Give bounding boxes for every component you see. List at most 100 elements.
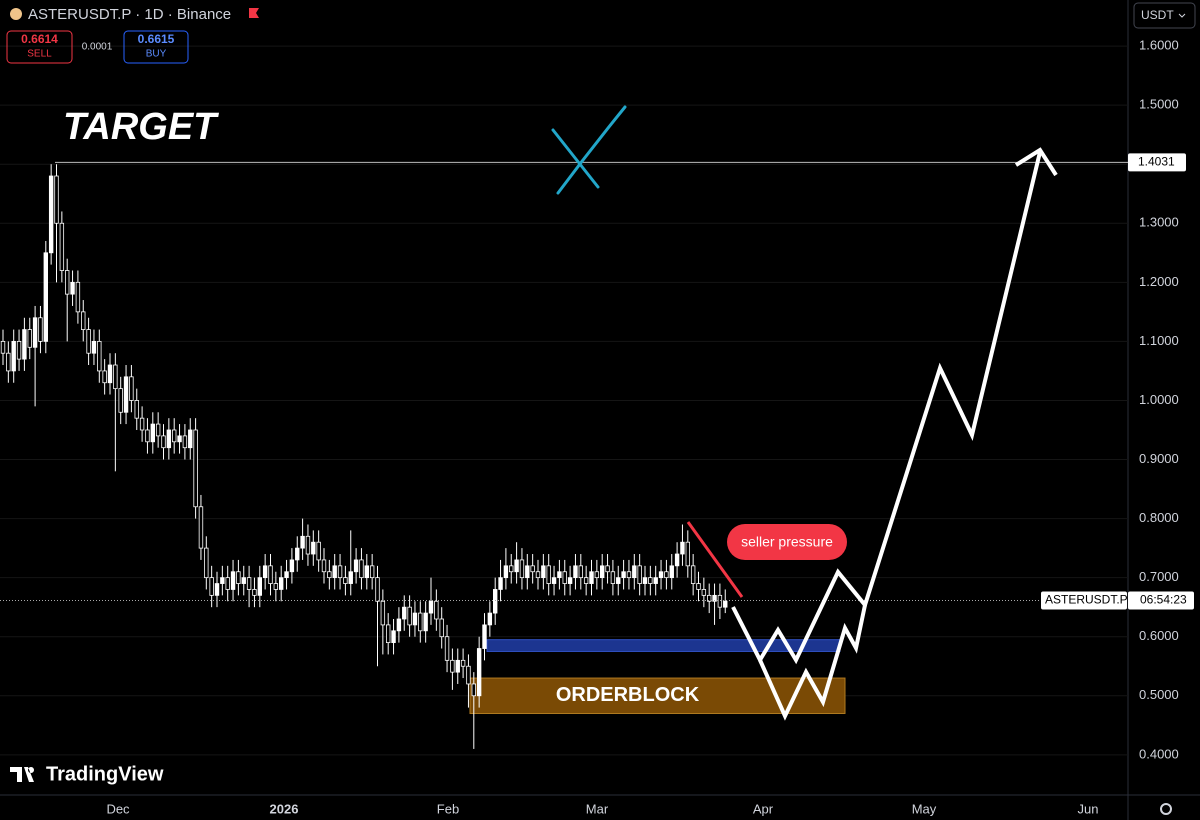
candle-body: [583, 577, 589, 584]
y-tick-label: 0.6000: [1139, 628, 1179, 643]
candle-body: [230, 571, 236, 590]
candle-body: [337, 565, 343, 579]
candle-body: [444, 636, 450, 661]
price-tag-label: 1.4031: [1138, 155, 1175, 169]
candle-body: [562, 571, 567, 584]
x-tick-label: Apr: [753, 801, 774, 816]
x-tick-label: May: [912, 801, 937, 816]
candle-body: [145, 429, 150, 443]
candle-body: [541, 565, 546, 579]
candle-body: [343, 577, 348, 584]
brand-name: TradingView: [46, 763, 164, 785]
candle-body: [375, 577, 380, 602]
candle-body: [610, 571, 616, 584]
symbol-tag-label: ASTERUSDT.P: [1045, 593, 1128, 607]
levels: 1.4031 ASTERUSDT.P 06:54:23: [0, 153, 1194, 610]
y-tick-label: 1.3000: [1139, 215, 1179, 230]
candle-body: [134, 400, 139, 419]
candle-body: [674, 553, 680, 567]
candle-body: [648, 577, 653, 584]
candle-body: [161, 435, 166, 449]
candle-body: [642, 577, 648, 584]
x-tick-label: 2026: [270, 801, 299, 816]
candle-body: [423, 612, 428, 632]
y-tick-label: 0.5000: [1139, 687, 1179, 702]
candle-body: [252, 589, 257, 596]
x-tick-label: Mar: [586, 801, 609, 816]
candle-body: [525, 565, 530, 579]
candle-body: [626, 571, 632, 579]
candle-body: [38, 317, 43, 342]
dropdown-caret: [1178, 13, 1186, 18]
candle-body: [209, 577, 214, 596]
countdown-tag: [1128, 591, 1194, 610]
candle-body: [241, 577, 246, 584]
candle-body: [204, 547, 209, 579]
y-tick-label: 0.8000: [1139, 510, 1179, 525]
candle-body: [637, 565, 642, 584]
candle-body: [177, 435, 182, 443]
candle-body: [295, 547, 300, 561]
candle-body: [600, 565, 605, 579]
y-tick-label: 0.4000: [1139, 746, 1179, 761]
candle-body: [535, 571, 541, 579]
candle-body: [723, 600, 728, 608]
candle-body: [257, 577, 262, 596]
candle-body: [171, 429, 177, 443]
candle-body: [118, 388, 123, 413]
candle-body: [476, 648, 482, 697]
candle-body: [193, 429, 198, 508]
candle-body: [707, 594, 712, 602]
brand-logo: [10, 767, 35, 782]
buy-price: 0.6615: [138, 32, 175, 46]
candle-body: [155, 423, 161, 437]
candle-body: [43, 252, 48, 342]
candle-body: [487, 612, 493, 626]
candle-body: [107, 364, 113, 384]
candle-body: [391, 630, 396, 644]
candle-body: [214, 583, 220, 596]
candle-body: [225, 577, 230, 590]
candle-body: [0, 340, 6, 354]
candle-body: [466, 665, 471, 685]
candle-body: [567, 577, 573, 584]
candle-body: [327, 571, 332, 579]
candle-body: [65, 270, 70, 295]
settings-icon[interactable]: [1160, 803, 1172, 815]
candle-body: [412, 612, 418, 626]
candle-body: [573, 565, 578, 579]
candle-body: [551, 577, 557, 584]
candle-body: [70, 281, 75, 295]
candle-body: [102, 370, 107, 384]
candle-body: [198, 506, 204, 549]
spread: 0.0001: [82, 42, 113, 53]
candle-body: [428, 600, 434, 614]
symbol-title: ASTERUSDT.P · 1D · Binance: [28, 6, 231, 23]
currency-dropdown[interactable]: [1133, 2, 1196, 29]
buy-button[interactable]: [123, 30, 189, 64]
projection-path: [731, 151, 1042, 665]
candle-body: [696, 583, 701, 590]
annotation-text: TARGET: [63, 106, 219, 148]
x-tick-label: Jun: [1078, 801, 1099, 816]
projection-path: [758, 604, 867, 721]
candle-body: [236, 571, 241, 584]
sell-button[interactable]: [6, 30, 73, 64]
candle-body: [482, 624, 487, 649]
candle-body: [284, 571, 289, 579]
candle-body: [439, 618, 444, 638]
countdown-label: 06:54:23: [1140, 593, 1187, 607]
sell-price: 0.6614: [21, 32, 58, 46]
candle-body: [669, 565, 674, 579]
candle-body: [712, 594, 717, 602]
candle-body: [364, 565, 369, 579]
y-tick-label: 0.7000: [1139, 569, 1179, 584]
candle-body: [305, 535, 311, 555]
candle-body: [59, 222, 65, 271]
candle-body: [32, 317, 38, 348]
x-tick-label: Dec: [106, 801, 130, 816]
candle-body: [701, 589, 707, 596]
candle-body: [492, 589, 498, 614]
candle-body: [86, 329, 91, 354]
candle-body: [27, 329, 32, 348]
